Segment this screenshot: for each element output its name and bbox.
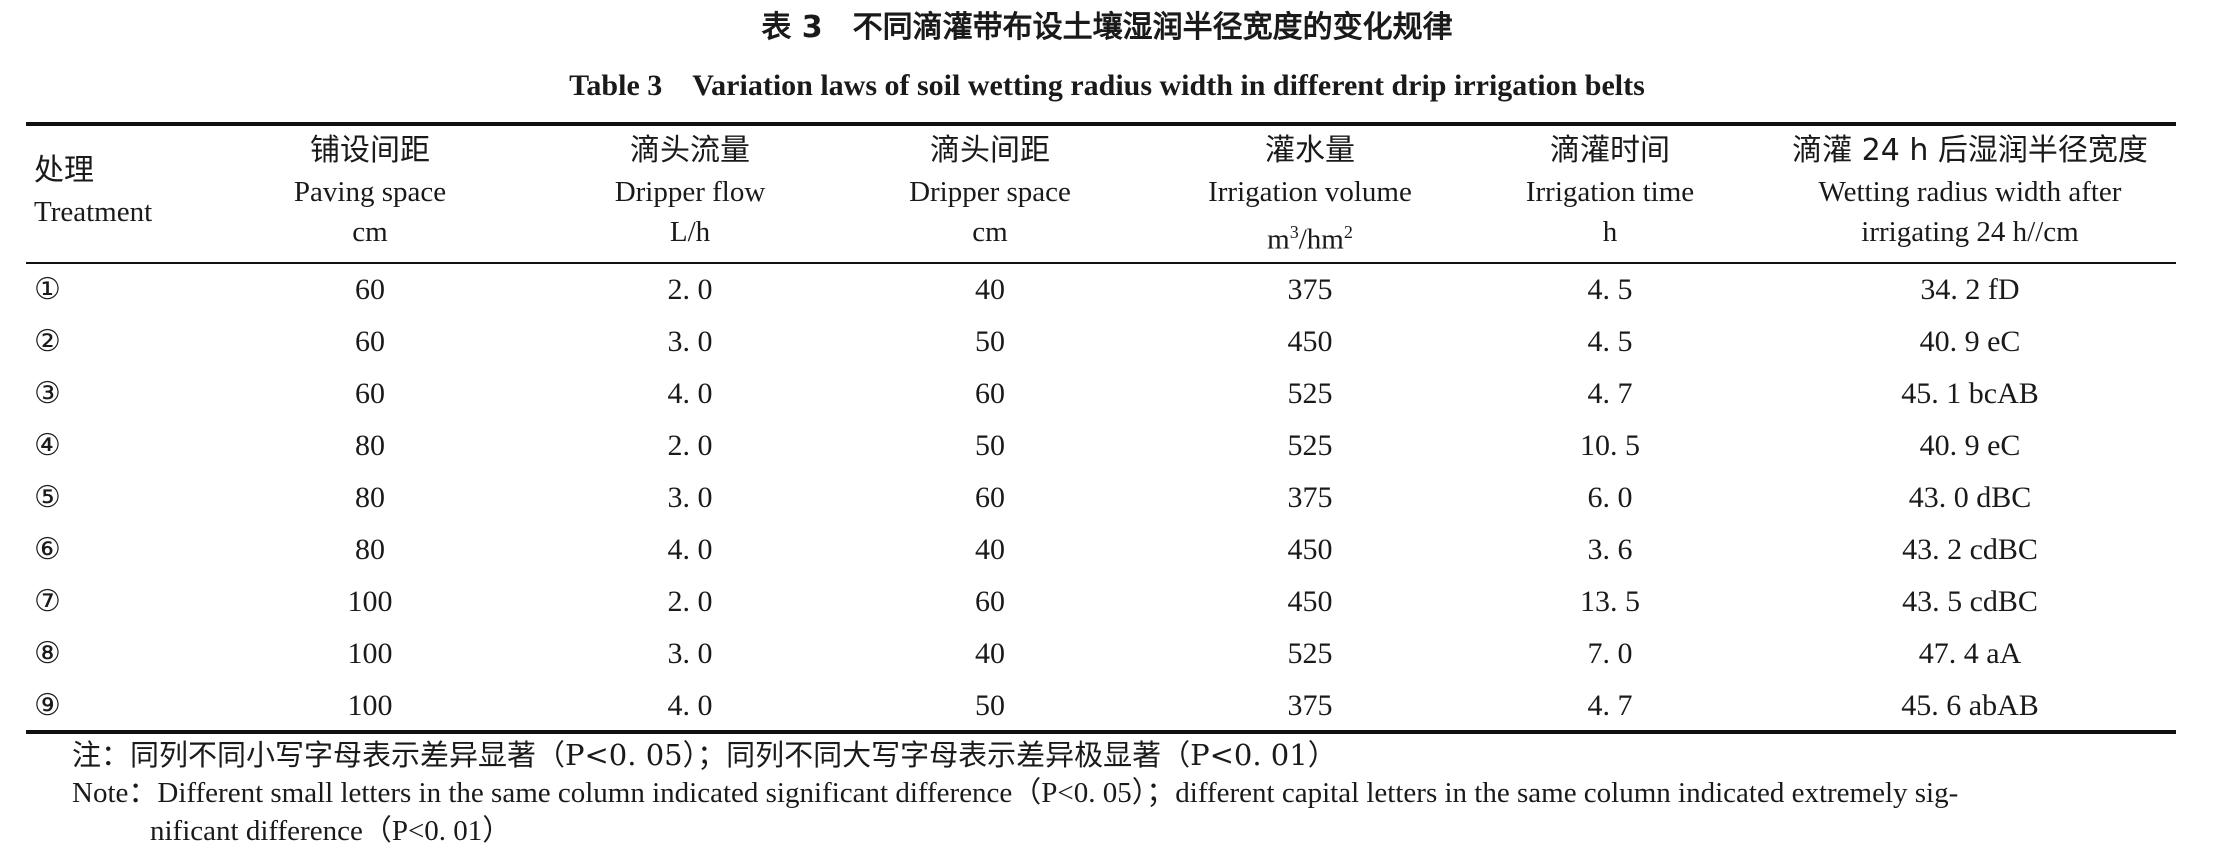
header-paving-space-unit: cm (352, 216, 388, 248)
cell-dripper-flow: 4. 0 (667, 533, 713, 566)
note-english-line2: nificant difference（P<0. 01） (150, 815, 512, 847)
cell-wetting-radius: 40. 9 eC (1919, 429, 2021, 462)
cell-treatment: ⑦ (34, 584, 61, 619)
cell-irrigation-volume: 450 (1287, 533, 1333, 566)
cell-dripper-flow: 4. 0 (667, 377, 713, 410)
note-english-line1: Note：Different small letters in the same… (72, 777, 1959, 809)
table-bottom-rule (26, 730, 2176, 734)
cell-wetting-radius: 43. 2 cdBC (1902, 533, 2038, 566)
header-irrigation-volume: 灌水量 Irrigation volume m3/hm2 (1150, 130, 1470, 258)
header-wetting-radius: 滴灌 24 h 后湿润半径宽度 Wetting radius width aft… (1760, 130, 2180, 258)
cell-irrigation-volume: 525 (1287, 377, 1333, 410)
cell-dripper-flow: 3. 0 (667, 637, 713, 670)
cell-dripper-flow: 3. 0 (667, 325, 713, 358)
cell-irrigation-volume: 450 (1287, 585, 1333, 618)
cell-irrigation-time: 10. 5 (1580, 429, 1640, 462)
cell-dripper-space: 40 (975, 273, 1005, 306)
cell-irrigation-time: 4. 5 (1587, 273, 1633, 306)
note-chinese: 注：同列不同小写字母表示差异显著（P<0. 05）；同列不同大写字母表示差异极显… (72, 738, 1337, 772)
cell-dripper-flow: 3. 0 (667, 481, 713, 514)
cell-wetting-radius: 34. 2 fD (1920, 273, 2020, 306)
cell-dripper-space: 50 (975, 325, 1005, 358)
cell-irrigation-time: 13. 5 (1580, 585, 1640, 618)
cell-treatment: ④ (34, 428, 61, 463)
cell-dripper-space: 50 (975, 689, 1005, 722)
header-dripper-flow-cn: 滴头流量 (630, 133, 750, 168)
cell-paving-space: 100 (347, 689, 393, 722)
cell-irrigation-time: 7. 0 (1587, 637, 1633, 670)
cell-treatment: ⑥ (34, 532, 61, 567)
header-irrigation-time-unit: h (1602, 216, 1618, 248)
header-paving-space: 铺设间距 Paving space cm (250, 130, 490, 258)
table-header-rule (26, 262, 2176, 264)
cell-irrigation-volume: 450 (1287, 325, 1333, 358)
cell-dripper-space: 60 (975, 585, 1005, 618)
cell-treatment: ⑨ (34, 688, 61, 723)
header-dripper-space: 滴头间距 Dripper space cm (870, 130, 1110, 258)
header-irrigation-volume-unit: m3/hm2 (1267, 222, 1353, 256)
cell-dripper-space: 50 (975, 429, 1005, 462)
cell-irrigation-time: 6. 0 (1587, 481, 1633, 514)
header-wetting-radius-cn: 滴灌 24 h 后湿润半径宽度 (1792, 133, 2148, 168)
cell-paving-space: 100 (347, 637, 393, 670)
header-dripper-space-unit: cm (972, 216, 1008, 248)
header-treatment-en: Treatment (34, 196, 153, 228)
cell-paving-space: 80 (355, 429, 385, 462)
cell-wetting-radius: 45. 1 bcAB (1901, 377, 2039, 410)
cell-treatment: ⑤ (34, 480, 61, 515)
header-wetting-radius-unit: irrigating 24 h//cm (1861, 216, 2079, 248)
cell-dripper-space: 60 (975, 481, 1005, 514)
cell-irrigation-volume: 375 (1287, 689, 1333, 722)
cell-treatment: ⑧ (34, 636, 61, 671)
cell-irrigation-time: 4. 7 (1587, 377, 1633, 410)
cell-dripper-flow: 4. 0 (667, 689, 713, 722)
cell-irrigation-volume: 525 (1287, 429, 1333, 462)
header-paving-space-en: Paving space (293, 176, 447, 208)
cell-irrigation-time: 3. 6 (1587, 533, 1633, 566)
cell-paving-space: 60 (355, 377, 385, 410)
header-dripper-flow-unit: L/h (669, 216, 711, 248)
table-caption-english: Table 3 Variation laws of soil wetting r… (569, 69, 1645, 102)
cell-paving-space: 60 (355, 273, 385, 306)
cell-irrigation-volume: 375 (1287, 481, 1333, 514)
header-dripper-space-cn: 滴头间距 (930, 133, 1050, 168)
cell-dripper-flow: 2. 0 (667, 585, 713, 618)
header-treatment-cn: 处理 (34, 153, 94, 188)
cell-treatment: ② (34, 324, 61, 359)
header-dripper-flow: 滴头流量 Dripper flow L/h (560, 130, 820, 258)
cell-paving-space: 100 (347, 585, 393, 618)
cell-irrigation-volume: 525 (1287, 637, 1333, 670)
header-paving-space-cn: 铺设间距 (310, 133, 430, 168)
cell-paving-space: 60 (355, 325, 385, 358)
cell-irrigation-time: 4. 5 (1587, 325, 1633, 358)
header-irrigation-volume-cn: 灌水量 (1265, 133, 1355, 168)
table-top-rule (26, 122, 2176, 126)
cell-dripper-space: 40 (975, 533, 1005, 566)
cell-irrigation-volume: 375 (1287, 273, 1333, 306)
header-irrigation-time-en: Irrigation time (1525, 176, 1695, 208)
header-irrigation-time-cn: 滴灌时间 (1550, 133, 1670, 168)
cell-treatment: ③ (34, 376, 61, 411)
cell-treatment: ① (34, 272, 61, 307)
cell-wetting-radius: 47. 4 aA (1918, 637, 2022, 670)
cell-wetting-radius: 43. 5 cdBC (1902, 585, 2038, 618)
table-caption-chinese: 表 3 不同滴灌带布设土壤湿润半径宽度的变化规律 (761, 10, 1453, 45)
cell-irrigation-time: 4. 7 (1587, 689, 1633, 722)
cell-dripper-flow: 2. 0 (667, 429, 713, 462)
header-dripper-space-en: Dripper space (909, 176, 1071, 208)
cell-wetting-radius: 43. 0 dBC (1908, 481, 2032, 514)
cell-dripper-space: 60 (975, 377, 1005, 410)
header-dripper-flow-en: Dripper flow (614, 176, 766, 208)
cell-dripper-flow: 2. 0 (667, 273, 713, 306)
note-english: Note：Different small letters in the same… (72, 774, 2172, 850)
header-wetting-radius-en: Wetting radius width after (1818, 176, 2122, 208)
cell-dripper-space: 40 (975, 637, 1005, 670)
header-irrigation-volume-en: Irrigation volume (1208, 176, 1412, 208)
cell-wetting-radius: 45. 6 abAB (1901, 689, 2039, 722)
cell-paving-space: 80 (355, 481, 385, 514)
header-treatment: 处理 Treatment (34, 150, 234, 278)
header-irrigation-time: 滴灌时间 Irrigation time h (1490, 130, 1730, 258)
cell-wetting-radius: 40. 9 eC (1919, 325, 2021, 358)
cell-paving-space: 80 (355, 533, 385, 566)
